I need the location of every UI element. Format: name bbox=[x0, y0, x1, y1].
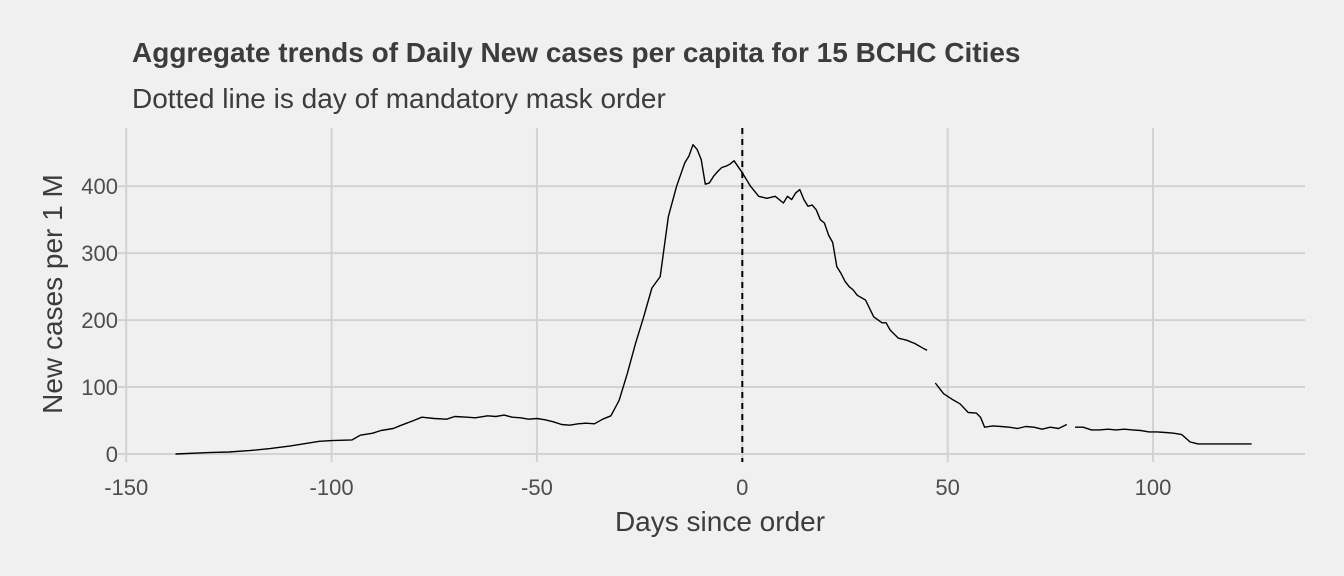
y-tick-label: 0 bbox=[106, 442, 118, 467]
series bbox=[175, 143, 1252, 455]
chart-subtitle: Dotted line is day of mandatory mask ord… bbox=[132, 83, 666, 114]
grid bbox=[118, 128, 1305, 462]
x-tick-label: 0 bbox=[736, 475, 748, 500]
y-tick-label: 100 bbox=[81, 375, 118, 400]
y-tick-label: 300 bbox=[81, 241, 118, 266]
chart-title: Aggregate trends of Daily New cases per … bbox=[132, 37, 1021, 68]
y-tick-label: 400 bbox=[81, 174, 118, 199]
series-line-segment bbox=[1075, 426, 1252, 445]
x-tick-label: -50 bbox=[521, 475, 553, 500]
x-tick-label: -100 bbox=[310, 475, 354, 500]
series-line-segment bbox=[175, 143, 928, 455]
x-tick-label: -150 bbox=[104, 475, 148, 500]
series-line-segment bbox=[934, 382, 1068, 430]
x-axis-title: Days since order bbox=[615, 506, 825, 537]
y-axis-title: New cases per 1 M bbox=[37, 174, 68, 414]
y-axis-ticks: 0 100 200 300 400 bbox=[81, 174, 118, 467]
x-axis-ticks: -150 -100 -50 0 50 100 bbox=[104, 475, 1171, 500]
y-tick-label: 200 bbox=[81, 308, 118, 333]
x-tick-label: 100 bbox=[1135, 475, 1172, 500]
x-tick-label: 50 bbox=[935, 475, 959, 500]
